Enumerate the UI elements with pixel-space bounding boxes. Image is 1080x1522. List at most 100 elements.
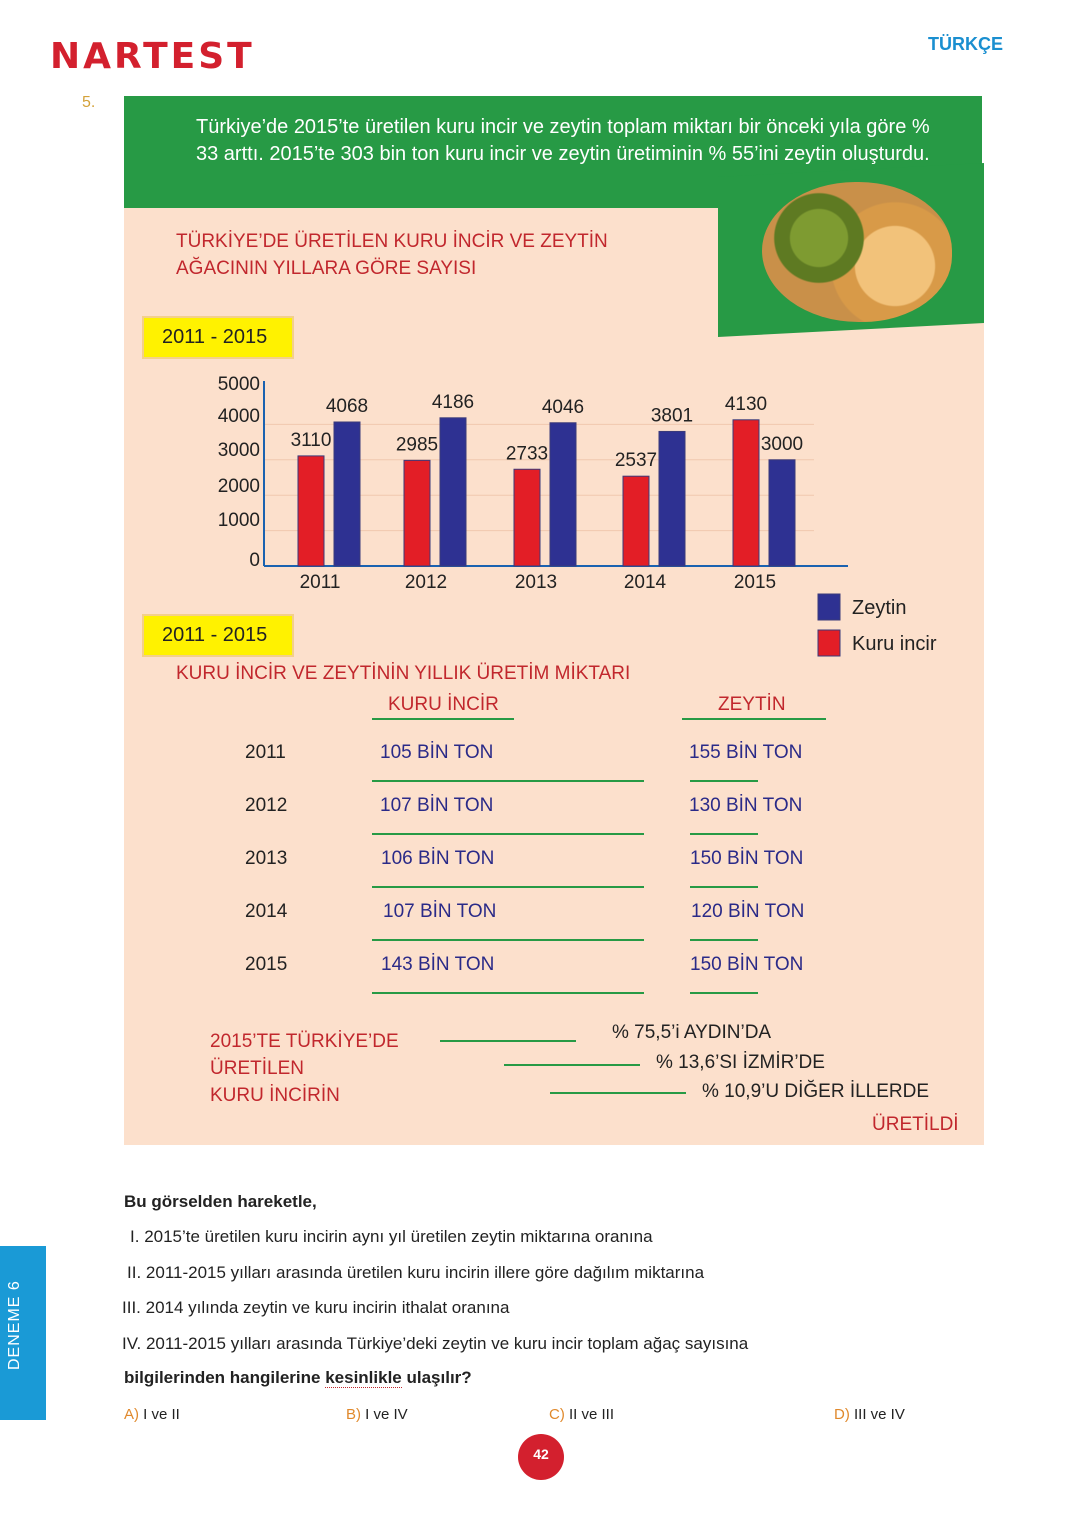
production-fig-underline [372,886,644,888]
option-a[interactable]: A) I ve II [124,1406,180,1423]
y-tick-label: 4000 [218,406,260,427]
prompt-closing: bilgilerinden hangilerine kesinlikle ula… [124,1368,472,1388]
production-olive-underline [690,992,758,994]
bar-value-label: 4046 [542,397,584,418]
col-head-fig: KURU İNCİR [388,694,499,715]
y-tick-label: 0 [249,550,260,571]
production-year: 2015 [245,954,288,975]
chart-title-line1: TÜRKİYE’DE ÜRETİLEN KURU İNCİR VE ZEYTİN [176,231,608,252]
subject-title: TÜRKÇE [928,34,1003,54]
production-olive-underline [690,780,758,782]
statement-1: I. 2015’te üretilen kuru incirin aynı yı… [130,1227,653,1247]
legend-swatch [817,629,841,657]
y-tick-label: 5000 [218,374,260,395]
distribution-item-aydin: % 75,5’i AYDIN’DA [612,1022,772,1043]
option-c[interactable]: C) II ve III [549,1406,614,1423]
production-period-label: 2011 - 2015 [142,614,294,657]
bar-zeytin [768,459,796,567]
distribution-line-1 [440,1040,576,1042]
intro-text: Türkiye’de 2015’te üretilen kuru incir v… [196,116,930,165]
option-c-letter: C) [549,1406,565,1423]
bar-kuru-incir [403,459,431,567]
distribution-label: 2015’TE TÜRKİYE’DE ÜRETİLEN KURU İNCİRİN [210,1028,399,1109]
option-d-letter: D) [834,1406,850,1423]
production-fig-underline [372,939,644,941]
distribution-label-line3: KURU İNCİRİN [210,1085,340,1106]
production-olive-underline [690,939,758,941]
distribution-line-3 [550,1092,686,1094]
side-tab [0,1246,46,1420]
production-olive-underline [690,833,758,835]
chart-title: TÜRKİYE’DE ÜRETİLEN KURU İNCİR VE ZEYTİN… [176,228,608,282]
bar-zeytin [439,417,467,567]
distribution-item-others: % 10,9’U DİĞER İLLERDE [702,1081,930,1102]
statement-3-num: III. [122,1298,141,1317]
bar-value-label: 2733 [506,443,548,464]
production-year: 2012 [245,795,288,816]
question-number: 5. [82,94,96,111]
production-olive-value: 150 BİN TON [690,848,804,869]
production-year: 2011 [245,742,286,763]
bar-value-label: 3000 [761,434,803,455]
y-tick-label: 1000 [218,510,260,531]
bar-zeytin [549,422,577,567]
production-olive-value: 150 BİN TON [690,954,804,975]
prompt-lead: Bu görselden hareketle, [124,1192,317,1211]
page-number: 42 [518,1434,564,1480]
production-fig-value: 105 BİN TON [380,742,494,763]
nartest-logo: NARTEST [50,36,255,77]
olive-fig-photo [762,182,952,322]
side-tab-label: DENEME 6 [6,1280,23,1370]
bar-zeytin [333,421,361,567]
production-fig-value: 106 BİN TON [381,848,495,869]
chart-period-label: 2011 - 2015 [142,316,294,359]
y-tick-label: 3000 [218,440,260,461]
production-fig-value: 143 BİN TON [381,954,495,975]
option-a-letter: A) [124,1406,139,1423]
bar-kuru-incir [297,455,325,567]
prompt-closing-before: bilgilerinden hangilerine [124,1368,326,1387]
production-olive-value: 130 BİN TON [689,795,803,816]
legend-swatch [817,593,841,621]
option-b[interactable]: B) I ve IV [346,1406,408,1423]
bar-value-label: 3110 [291,430,332,451]
x-tick-label: 2015 [734,572,776,593]
option-a-text: I ve II [143,1406,180,1423]
x-tick-label: 2014 [624,572,667,593]
bar-zeytin [658,430,686,567]
legend-label: Zeytin [852,597,906,619]
bar-value-label: 3801 [651,405,693,426]
x-tick-label: 2011 [300,572,341,593]
chart-title-line2: AĞACININ YILLARA GÖRE SAYISI [176,258,477,279]
statement-1-num: I. [130,1227,140,1246]
x-tick-label: 2013 [515,572,557,593]
statement-2-text: 2011-2015 yılları arasında üretilen kuru… [145,1263,705,1282]
bar-value-label: 4186 [432,392,474,413]
production-olive-value: 155 BİN TON [689,742,803,763]
bar-value-label: 4130 [725,394,767,415]
prompt-closing-emphasis: kesinlikle [325,1368,402,1388]
option-c-text: II ve III [569,1406,615,1423]
col-head-olive-underline [682,718,826,720]
bar-kuru-incir [732,419,760,567]
bar-value-label: 4068 [326,396,368,417]
legend-label: Kuru incir [852,633,937,655]
distribution-item-izmir: % 13,6’SI İZMİR’DE [656,1052,825,1073]
option-d[interactable]: D) III ve IV [834,1406,905,1423]
distribution-label-line1: 2015’TE TÜRKİYE’DE [210,1031,399,1052]
bar-value-label: 2985 [396,434,438,455]
statement-2-num: II. [127,1263,142,1282]
distribution-ending: ÜRETİLDİ [872,1114,959,1135]
production-year: 2013 [245,848,288,869]
production-fig-underline [372,833,644,835]
bar-value-label: 2537 [615,450,657,471]
option-d-text: III ve IV [854,1406,905,1423]
tree-count-bar-chart: 5000 4000 3000 2000 1000 0 3110 4068 2011 2985 418… [218,374,937,657]
production-title: KURU İNCİR VE ZEYTİNİN YILLIK ÜRETİM MİK… [176,663,631,684]
production-olive-underline [690,886,758,888]
col-head-olive: ZEYTİN [718,694,786,715]
distribution-label-line2: ÜRETİLEN [210,1058,304,1079]
statement-4-text: 2011-2015 yılları arasında Türkiye’deki … [145,1334,749,1353]
option-b-text: I ve IV [365,1406,408,1423]
statement-4-num: IV. [122,1334,142,1353]
